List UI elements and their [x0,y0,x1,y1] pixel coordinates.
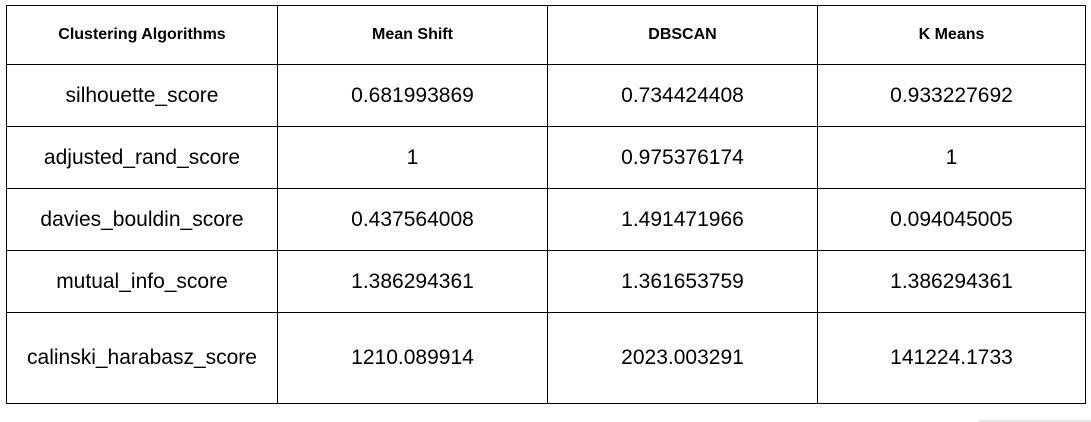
header-row: Clustering Algorithms Mean Shift DBSCAN … [6,5,1086,65]
metric-name-cell: mutual_info_score [6,250,278,313]
dbscan-value-cell: 1.361653759 [547,250,818,313]
mean-shift-value-cell: 1210.089914 [277,312,548,404]
dbscan-value-cell: 1.491471966 [547,188,818,251]
table-row: mutual_info_score 1.386294361 1.36165375… [6,250,1086,313]
metric-name-cell: adjusted_rand_score [6,126,278,189]
metric-name-cell: silhouette_score [6,64,278,127]
metric-name-cell: calinski_harabasz_score [6,312,278,404]
metric-name-cell: davies_bouldin_score [6,188,278,251]
dbscan-value-cell: 0.975376174 [547,126,818,189]
k-means-value-cell: 0.094045005 [817,188,1086,251]
header-dbscan: DBSCAN [547,5,818,65]
mean-shift-value-cell: 0.681993869 [277,64,548,127]
table-row: davies_bouldin_score 0.437564008 1.49147… [6,188,1086,251]
header-k-means: K Means [817,5,1086,65]
mean-shift-value-cell: 1.386294361 [277,250,548,313]
table-row: calinski_harabasz_score 1210.089914 2023… [6,312,1086,404]
table-header: Clustering Algorithms Mean Shift DBSCAN … [6,5,1086,65]
k-means-value-cell: 1 [817,126,1086,189]
mean-shift-value-cell: 1 [277,126,548,189]
table-row: adjusted_rand_score 1 0.975376174 1 [6,126,1086,189]
mean-shift-value-cell: 0.437564008 [277,188,548,251]
table-body: silhouette_score 0.681993869 0.734424408… [6,64,1086,404]
k-means-value-cell: 0.933227692 [817,64,1086,127]
clustering-metrics-table: Clustering Algorithms Mean Shift DBSCAN … [6,5,1086,404]
dbscan-value-cell: 0.734424408 [547,64,818,127]
bottom-edge-divider [979,420,1091,422]
k-means-value-cell: 141224.1733 [817,312,1086,404]
header-clustering-algorithms: Clustering Algorithms [6,5,278,65]
dbscan-value-cell: 2023.003291 [547,312,818,404]
table-row: silhouette_score 0.681993869 0.734424408… [6,64,1086,127]
k-means-value-cell: 1.386294361 [817,250,1086,313]
header-mean-shift: Mean Shift [277,5,548,65]
